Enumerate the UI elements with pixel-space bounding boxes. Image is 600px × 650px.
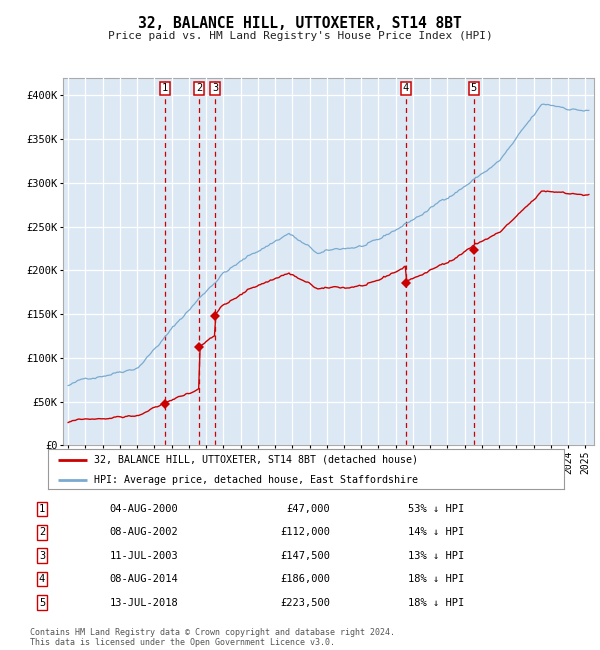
Text: 13% ↓ HPI: 13% ↓ HPI: [408, 551, 464, 561]
Text: HPI: Average price, detached house, East Staffordshire: HPI: Average price, detached house, East…: [94, 475, 418, 485]
Text: 32, BALANCE HILL, UTTOXETER, ST14 8BT (detached house): 32, BALANCE HILL, UTTOXETER, ST14 8BT (d…: [94, 455, 418, 465]
Text: 32, BALANCE HILL, UTTOXETER, ST14 8BT: 32, BALANCE HILL, UTTOXETER, ST14 8BT: [138, 16, 462, 31]
Text: 18% ↓ HPI: 18% ↓ HPI: [408, 597, 464, 608]
Text: £223,500: £223,500: [280, 597, 330, 608]
Text: 1: 1: [161, 83, 167, 94]
Text: 3: 3: [212, 83, 218, 94]
Text: 08-AUG-2014: 08-AUG-2014: [110, 574, 178, 584]
Text: £47,000: £47,000: [286, 504, 330, 514]
Text: 04-AUG-2000: 04-AUG-2000: [110, 504, 178, 514]
Text: £112,000: £112,000: [280, 527, 330, 538]
Text: 2: 2: [39, 527, 45, 538]
Text: 14% ↓ HPI: 14% ↓ HPI: [408, 527, 464, 538]
Text: 08-AUG-2002: 08-AUG-2002: [110, 527, 178, 538]
Text: 18% ↓ HPI: 18% ↓ HPI: [408, 574, 464, 584]
Text: 3: 3: [39, 551, 45, 561]
Text: 4: 4: [39, 574, 45, 584]
Text: 1: 1: [39, 504, 45, 514]
Text: Contains HM Land Registry data © Crown copyright and database right 2024.
This d: Contains HM Land Registry data © Crown c…: [30, 628, 395, 647]
Text: £147,500: £147,500: [280, 551, 330, 561]
Text: 5: 5: [470, 83, 477, 94]
Text: 2: 2: [196, 83, 202, 94]
Text: 13-JUL-2018: 13-JUL-2018: [110, 597, 178, 608]
Text: 4: 4: [403, 83, 409, 94]
Text: 5: 5: [39, 597, 45, 608]
Text: 53% ↓ HPI: 53% ↓ HPI: [408, 504, 464, 514]
Text: 11-JUL-2003: 11-JUL-2003: [110, 551, 178, 561]
Text: Price paid vs. HM Land Registry's House Price Index (HPI): Price paid vs. HM Land Registry's House …: [107, 31, 493, 40]
Text: £186,000: £186,000: [280, 574, 330, 584]
